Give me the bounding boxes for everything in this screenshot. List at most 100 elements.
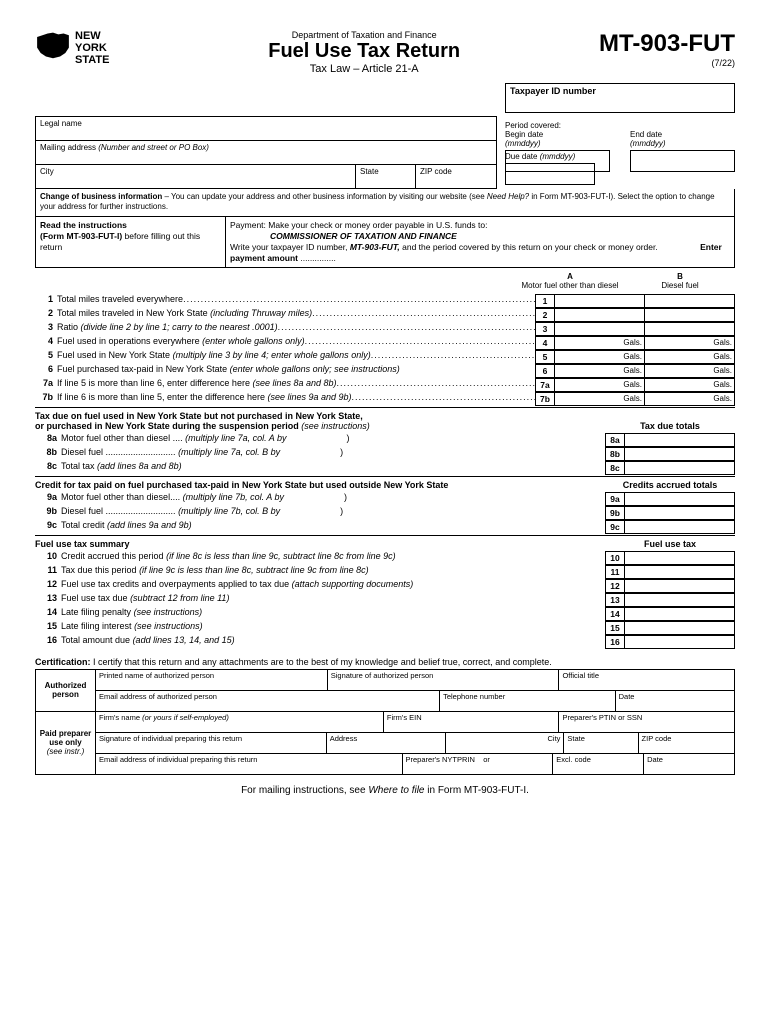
col-a-letter: A [515, 272, 625, 281]
line-8c-val[interactable] [625, 461, 735, 475]
line-number: 11 [35, 565, 61, 579]
line-number: 8a [35, 433, 61, 447]
line-number: 9c [35, 520, 61, 534]
line-2-val-b[interactable] [645, 308, 735, 322]
line-6-val-b[interactable]: Gals. [645, 364, 735, 378]
line-14-val[interactable] [625, 607, 735, 621]
due-date-input[interactable] [505, 163, 595, 185]
mailing-address-field[interactable]: Mailing address (Number and street or PO… [36, 141, 496, 165]
line-5-val-a[interactable]: Gals. [555, 350, 645, 364]
firm-name-field[interactable]: Firm's name (or yours if self-employed) [96, 712, 384, 732]
line-box: 13 [605, 593, 625, 607]
line-15-val[interactable] [625, 621, 735, 635]
line-12-val[interactable] [625, 579, 735, 593]
preparer-address-field[interactable]: Address [327, 733, 446, 753]
email-field[interactable]: Email address of authorized person [96, 691, 440, 711]
excl-code-field[interactable]: Excl. code [553, 754, 644, 774]
line-16-val[interactable] [625, 635, 735, 649]
mailing-label: Mailing address [40, 143, 96, 152]
line-1-val-b[interactable] [645, 294, 735, 308]
col-a-header: A Motor fuel other than diesel [515, 272, 625, 290]
firm-ein-field[interactable]: Firm's EIN [384, 712, 560, 732]
line-number: 8b [35, 447, 61, 461]
nytprin-field[interactable]: Preparer's NYTPRIN or [403, 754, 554, 774]
line-number: 15 [35, 621, 61, 635]
line-3-val-b[interactable] [645, 322, 735, 336]
line-9c-val[interactable] [625, 520, 735, 534]
line-4-val-b[interactable]: Gals. [645, 336, 735, 350]
line-desc: Late filing penalty (see instructions) [61, 607, 605, 621]
line-desc: Fuel purchased tax-paid in New York Stat… [57, 364, 535, 378]
preparer-zip-field[interactable]: ZIP code [639, 733, 734, 753]
address-block: Legal name Mailing address (Number and s… [35, 116, 497, 189]
line-box: 8c [605, 461, 625, 475]
line-4: 4 Fuel used in operations everywhere (en… [35, 336, 735, 350]
printed-name-field[interactable]: Printed name of authorized person [96, 670, 328, 690]
form-title: Fuel Use Tax Return [129, 40, 599, 63]
line-8a: 8a Motor fuel other than diesel .... (mu… [35, 433, 735, 447]
line-10-val[interactable] [625, 551, 735, 565]
section-credit-header: Credit for tax paid on fuel purchased ta… [35, 478, 735, 492]
zip-field[interactable]: ZIP code [416, 165, 496, 188]
line-number: 12 [35, 579, 61, 593]
preparer-city-field[interactable]: City [446, 733, 565, 753]
line-9a-val[interactable] [625, 492, 735, 506]
line-13-val[interactable] [625, 593, 735, 607]
legal-name-field[interactable]: Legal name [36, 117, 496, 141]
line-2-val-a[interactable] [555, 308, 645, 322]
taxpayer-id-field[interactable]: Taxpayer ID number [505, 83, 735, 113]
line-desc: Late filing interest (see instructions) [61, 621, 605, 635]
line-5-val-b[interactable]: Gals. [645, 350, 735, 364]
line-number: 6 [35, 364, 57, 378]
preparer-ptin-field[interactable]: Preparer's PTIN or SSN [559, 712, 734, 732]
city-field[interactable]: City [36, 165, 356, 188]
payment-form-ref: MT-903-FUT, [350, 242, 400, 252]
payment-instructions: Payment: Make your check or money order … [226, 217, 734, 267]
footer-mailing-instructions: For mailing instructions, see Where to f… [35, 785, 735, 796]
line-8a-val[interactable] [625, 433, 735, 447]
form-code-block: MT-903-FUT (7/22) [599, 30, 735, 68]
line-number: 9a [35, 492, 61, 506]
paid-preparer-label: Paid preparer use only (see instr.) [36, 712, 96, 774]
line-1-val-a[interactable] [555, 294, 645, 308]
preparer-state-field[interactable]: State [564, 733, 638, 753]
line-9b-val[interactable] [625, 506, 735, 520]
line-box: 9a [605, 492, 625, 506]
line-7a-val-a[interactable]: Gals. [555, 378, 645, 392]
telephone-field[interactable]: Telephone number [440, 691, 616, 711]
signature-field[interactable]: Signature of authorized person [328, 670, 560, 690]
state-field[interactable]: State [356, 165, 416, 188]
line-9a: 9a Motor fuel other than diesel.... (mul… [35, 492, 735, 506]
preparer-date-field[interactable]: Date [644, 754, 734, 774]
line-2: 2 Total miles traveled in New York State… [35, 308, 735, 322]
line-8b-val[interactable] [625, 447, 735, 461]
line-box: 7b [535, 392, 555, 406]
line-desc: Motor fuel other than diesel.... (multip… [61, 492, 605, 506]
preparer-signature-field[interactable]: Signature of individual preparing this r… [96, 733, 327, 753]
line-7b-val-a[interactable]: Gals. [555, 392, 645, 406]
line-6-val-a[interactable]: Gals. [555, 364, 645, 378]
form-subtitle: Tax Law – Article 21-A [129, 63, 599, 75]
logo-line: YORK [75, 42, 109, 54]
date-field[interactable]: Date [616, 691, 734, 711]
official-title-field[interactable]: Official title [559, 670, 734, 690]
line-10: 10 Credit accrued this period (if line 8… [35, 551, 735, 565]
line-4-val-a[interactable]: Gals. [555, 336, 645, 350]
line-3-val-a[interactable] [555, 322, 645, 336]
line-number: 5 [35, 350, 57, 364]
line-7a-val-b[interactable]: Gals. [645, 378, 735, 392]
line-desc: Fuel used in New York State (multiply li… [57, 350, 535, 364]
certification-table: Authorized person Printed name of author… [35, 669, 735, 775]
line-box: 8a [605, 433, 625, 447]
preparer-email-field[interactable]: Email address of individual preparing th… [96, 754, 403, 774]
column-headers: A Motor fuel other than diesel B Diesel … [35, 272, 735, 290]
line-desc: Total tax (add lines 8a and 8b) [61, 461, 605, 475]
line-5: 5 Fuel used in New York State (multiply … [35, 350, 735, 364]
line-11-val[interactable] [625, 565, 735, 579]
line-9b: 9b Diesel fuel .........................… [35, 506, 735, 520]
section-summary-header: Fuel use tax summary Fuel use tax [35, 537, 735, 551]
line-desc: Total miles traveled everywhere [57, 294, 535, 308]
line-7b-val-b[interactable]: Gals. [645, 392, 735, 406]
line-number: 1 [35, 294, 57, 308]
line-desc: If line 5 is more than line 6, enter dif… [57, 378, 535, 392]
